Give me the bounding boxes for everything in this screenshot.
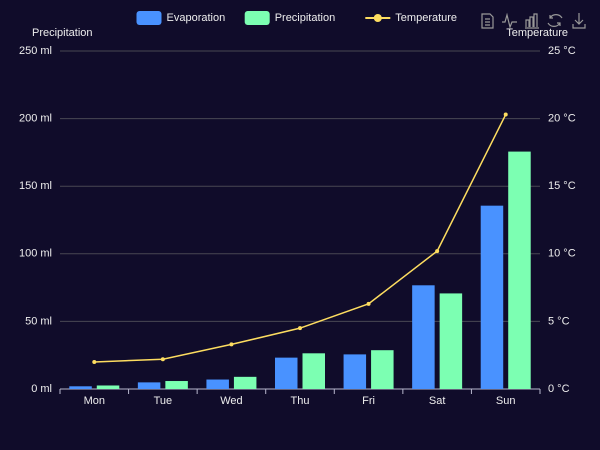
bar	[480, 205, 504, 389]
y2-tick-label: 10 °C	[548, 248, 576, 260]
x-tick-label: Sat	[429, 395, 446, 407]
legend-swatch	[136, 11, 162, 25]
line-point	[229, 342, 234, 347]
bar	[275, 357, 298, 389]
data-view-icon[interactable]	[481, 13, 494, 29]
y-axis-title: Precipitation	[32, 27, 93, 39]
bar	[371, 350, 394, 389]
bar	[165, 381, 188, 389]
bar-icon[interactable]	[525, 13, 539, 29]
x-tick-label: Sun	[496, 395, 516, 407]
line-point	[366, 301, 371, 306]
y-tick-label: 0 ml	[31, 383, 52, 395]
bar	[412, 285, 435, 389]
y2-tick-label: 15 °C	[548, 180, 576, 192]
legend-dot	[373, 14, 382, 22]
y-tick-label: 150 ml	[19, 180, 52, 192]
bar	[302, 353, 325, 389]
y-tick-label: 250 ml	[19, 45, 52, 57]
toolbox[interactable]	[481, 12, 586, 29]
line-point	[503, 112, 508, 117]
line-point	[160, 357, 165, 362]
line-point	[298, 326, 302, 331]
legend-swatch	[244, 11, 270, 25]
y2-axis-title: Temperature	[506, 27, 568, 39]
bar	[137, 382, 161, 389]
save-icon[interactable]	[572, 13, 586, 29]
x-tick-label: Tue	[154, 395, 173, 407]
bar	[233, 376, 257, 389]
restore-icon[interactable]	[547, 14, 563, 27]
bar	[343, 354, 367, 389]
legend-label[interactable]: Precipitation	[275, 12, 336, 24]
legend-label[interactable]: Temperature	[395, 12, 457, 24]
line-point	[435, 249, 440, 254]
bar	[206, 379, 229, 389]
x-tick-label: Fri	[362, 395, 375, 407]
y2-tick-label: 0 °C	[548, 383, 570, 395]
x-tick-label: Wed	[220, 395, 242, 407]
x-tick-label: Mon	[84, 395, 105, 407]
line-icon[interactable]	[502, 12, 517, 29]
y-tick-label: 100 ml	[19, 248, 52, 260]
y2-tick-label: 25 °C	[548, 45, 576, 57]
legend-label[interactable]: Evaporation	[167, 12, 226, 24]
y2-tick-label: 5 °C	[548, 315, 570, 327]
bar	[508, 151, 531, 389]
bar	[69, 386, 92, 389]
x-tick-label: Thu	[291, 395, 310, 407]
y-tick-label: 50 ml	[25, 315, 52, 327]
bar	[96, 385, 120, 389]
y2-tick-label: 20 °C	[548, 113, 576, 125]
y-tick-label: 200 ml	[19, 113, 52, 125]
line-point	[92, 359, 97, 364]
bar	[439, 293, 463, 389]
